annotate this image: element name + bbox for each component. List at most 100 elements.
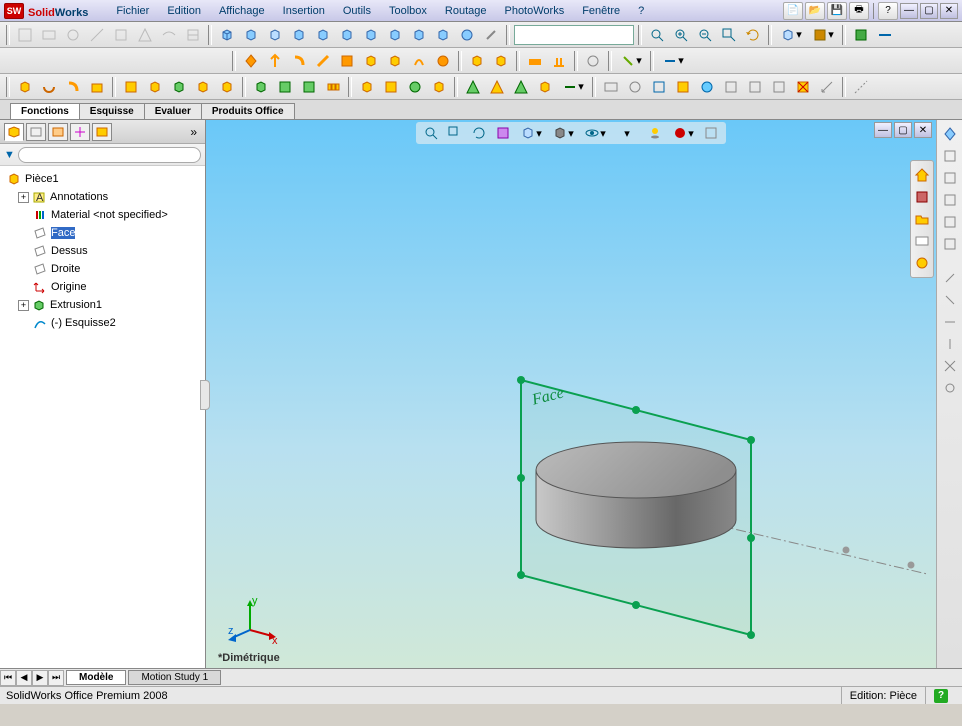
tree-item-face[interactable]: Face [2, 224, 203, 242]
appearance-ball-icon[interactable] [912, 253, 932, 273]
panel-tab-property[interactable] [26, 123, 46, 141]
tool-icon[interactable] [38, 76, 60, 98]
tool-icon[interactable] [144, 76, 166, 98]
tool-icon[interactable] [696, 76, 718, 98]
status-help[interactable]: ? [925, 687, 956, 704]
tool-icon[interactable] [624, 76, 646, 98]
tool-icon[interactable] [600, 76, 622, 98]
tool-icon[interactable] [86, 24, 108, 46]
tree-item-extrusion[interactable]: + Extrusion1 [2, 296, 203, 314]
tab-nav-prev[interactable]: ◀ [16, 670, 32, 686]
feature-icon[interactable]: ▾ [616, 50, 646, 72]
panel-collapse-icon[interactable]: » [186, 125, 201, 139]
tool-icon[interactable]: ▾ [558, 76, 588, 98]
open-file-icon[interactable]: 📂 [805, 2, 825, 20]
tool-icon[interactable] [792, 76, 814, 98]
feature-icon[interactable] [582, 50, 604, 72]
tool-icon[interactable] [158, 24, 180, 46]
menu-fenetre[interactable]: Fenêtre [574, 3, 628, 19]
panel-tab-config[interactable] [48, 123, 68, 141]
cube-icon[interactable] [264, 24, 286, 46]
tool-icon[interactable] [380, 76, 402, 98]
home-icon[interactable] [912, 165, 932, 185]
tool-icon[interactable] [534, 76, 556, 98]
panel-tab-dim[interactable] [70, 123, 90, 141]
save-icon[interactable]: 💾 [827, 2, 847, 20]
expand-icon[interactable]: + [18, 192, 29, 203]
feature-icon[interactable] [548, 50, 570, 72]
cube-icon[interactable] [408, 24, 430, 46]
tool-icon[interactable] [428, 76, 450, 98]
rail-icon[interactable] [940, 290, 960, 310]
tree-item-esquisse2[interactable]: (-) Esquisse2 [2, 314, 203, 332]
feature-icon[interactable] [288, 50, 310, 72]
rotate-icon[interactable] [742, 24, 764, 46]
cube-icon[interactable] [240, 24, 262, 46]
tree-item-annotations[interactable]: + A Annotations [2, 188, 203, 206]
grip[interactable] [6, 25, 10, 45]
tool-icon[interactable] [462, 76, 484, 98]
menu-photoworks[interactable]: PhotoWorks [496, 3, 572, 19]
tool-icon[interactable] [480, 24, 502, 46]
help-icon[interactable]: ? [878, 2, 898, 20]
display-style-icon[interactable]: ▾ [808, 24, 838, 46]
rail-icon[interactable] [940, 124, 960, 144]
tree-item-material[interactable]: Material <not specified> [2, 206, 203, 224]
panel-tab-feature-tree[interactable] [4, 123, 24, 141]
cube-icon[interactable] [216, 24, 238, 46]
bottom-tab-modele[interactable]: Modèle [66, 670, 126, 685]
rail-icon[interactable] [940, 168, 960, 188]
feature-icon[interactable] [384, 50, 406, 72]
feature-icon[interactable] [360, 50, 382, 72]
tool-icon[interactable] [850, 24, 872, 46]
tab-evaluer[interactable]: Evaluer [144, 103, 202, 119]
tab-nav-next[interactable]: ▶ [32, 670, 48, 686]
menu-insertion[interactable]: Insertion [275, 3, 333, 19]
tool-icon[interactable] [486, 76, 508, 98]
menu-affichage[interactable]: Affichage [211, 3, 273, 19]
feature-icon[interactable]: ▾ [658, 50, 688, 72]
cube-icon[interactable] [360, 24, 382, 46]
tool-icon[interactable] [322, 76, 344, 98]
tool-icon[interactable] [816, 76, 838, 98]
tool-icon[interactable] [274, 76, 296, 98]
tool-icon[interactable] [672, 76, 694, 98]
tab-fonctions[interactable]: Fonctions [10, 103, 80, 119]
tree-item-dessus[interactable]: Dessus [2, 242, 203, 260]
tool-icon[interactable] [720, 76, 742, 98]
rail-icon[interactable] [940, 334, 960, 354]
zoom-area-icon[interactable] [718, 24, 740, 46]
view-palette-icon[interactable] [912, 231, 932, 251]
tool-icon[interactable] [62, 76, 84, 98]
tool-icon[interactable] [134, 24, 156, 46]
tree-item-droite[interactable]: Droite [2, 260, 203, 278]
bottom-tab-motion[interactable]: Motion Study 1 [128, 670, 221, 685]
zoom-in-icon[interactable] [670, 24, 692, 46]
sphere-icon[interactable] [456, 24, 478, 46]
tool-icon[interactable] [850, 76, 872, 98]
zoom-out-icon[interactable] [694, 24, 716, 46]
feature-icon[interactable] [264, 50, 286, 72]
feature-icon[interactable] [490, 50, 512, 72]
cube-icon[interactable] [312, 24, 334, 46]
tool-icon[interactable] [110, 24, 132, 46]
tab-produits-office[interactable]: Produits Office [201, 103, 295, 119]
rail-icon[interactable] [940, 378, 960, 398]
filter-input[interactable] [18, 147, 201, 163]
tool-icon[interactable] [192, 76, 214, 98]
tool-icon[interactable] [62, 24, 84, 46]
triad[interactable]: y x z [228, 596, 278, 646]
tool-icon[interactable] [404, 76, 426, 98]
rail-icon[interactable] [940, 312, 960, 332]
cube-icon[interactable] [336, 24, 358, 46]
cube-icon[interactable] [384, 24, 406, 46]
tab-esquisse[interactable]: Esquisse [79, 103, 145, 119]
feature-icon[interactable] [432, 50, 454, 72]
rail-icon[interactable] [940, 356, 960, 376]
tool-icon[interactable] [182, 24, 204, 46]
menu-routage[interactable]: Routage [437, 3, 495, 19]
tool-icon[interactable] [38, 24, 60, 46]
rail-icon[interactable] [940, 190, 960, 210]
minimize-button[interactable]: — [900, 3, 918, 19]
library-icon[interactable] [912, 187, 932, 207]
